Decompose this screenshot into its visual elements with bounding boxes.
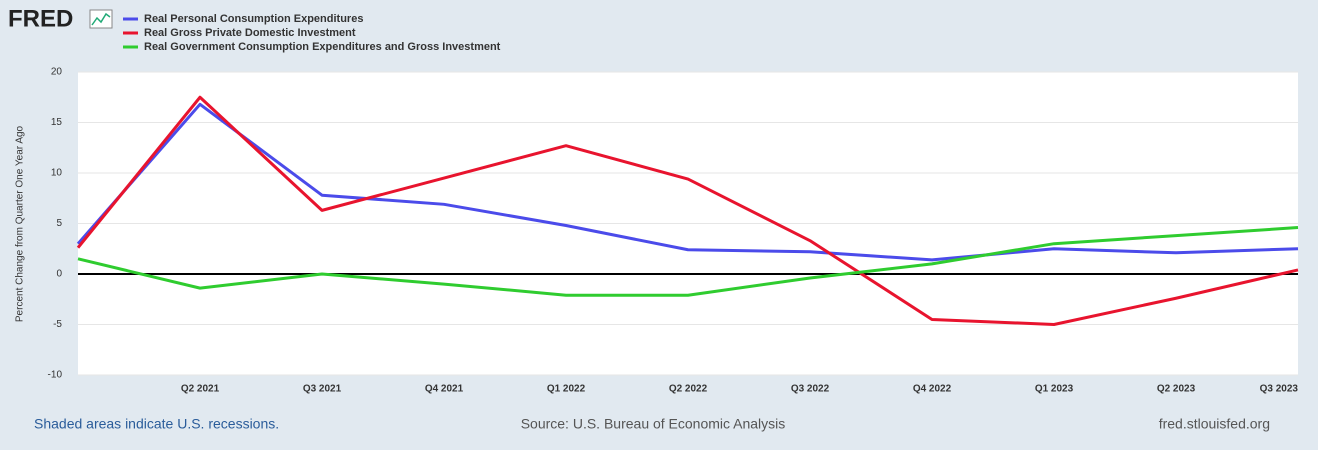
footer-url: fred.stlouisfed.org (1159, 416, 1270, 432)
y-tick-label: 10 (51, 168, 63, 179)
y-tick-label: 15 (51, 117, 63, 128)
logo: FRED (8, 5, 73, 32)
y-axis-label: Percent Change from Quarter One Year Ago (15, 125, 26, 322)
x-tick-label: Q2 2023 (1157, 384, 1196, 395)
series-line (77, 226, 1299, 297)
logo-icon (89, 9, 113, 29)
y-tick-label: -10 (48, 370, 63, 381)
y-tick-label: -5 (53, 319, 62, 330)
y-tick-label: 5 (56, 218, 62, 229)
x-tick-label: Q1 2023 (1035, 384, 1074, 395)
y-tick-label: 0 (56, 269, 62, 280)
x-tick-label: Q1 2022 (547, 384, 586, 395)
footer-source: Source: U.S. Bureau of Economic Analysis (521, 416, 786, 432)
series-line (76, 102, 1299, 262)
x-tick-label: Q3 2021 (303, 384, 342, 395)
series-line (76, 95, 1299, 326)
legend-label: Real Gross Private Domestic Investment (144, 27, 356, 39)
legend-label: Real Personal Consumption Expenditures (144, 13, 363, 25)
x-tick-label: Q4 2021 (425, 384, 464, 395)
y-tick-label: 20 (51, 67, 63, 78)
x-tick-label: Q4 2022 (913, 384, 952, 395)
legend-label: Real Government Consumption Expenditures… (144, 41, 501, 53)
x-tick-label: Q2 2022 (669, 384, 708, 395)
x-tick-label: Q2 2021 (181, 384, 220, 395)
x-tick-label: Q3 2023 (1260, 384, 1299, 395)
x-tick-label: Q3 2022 (791, 384, 830, 395)
footer-note[interactable]: Shaded areas indicate U.S. recessions. (34, 416, 279, 432)
